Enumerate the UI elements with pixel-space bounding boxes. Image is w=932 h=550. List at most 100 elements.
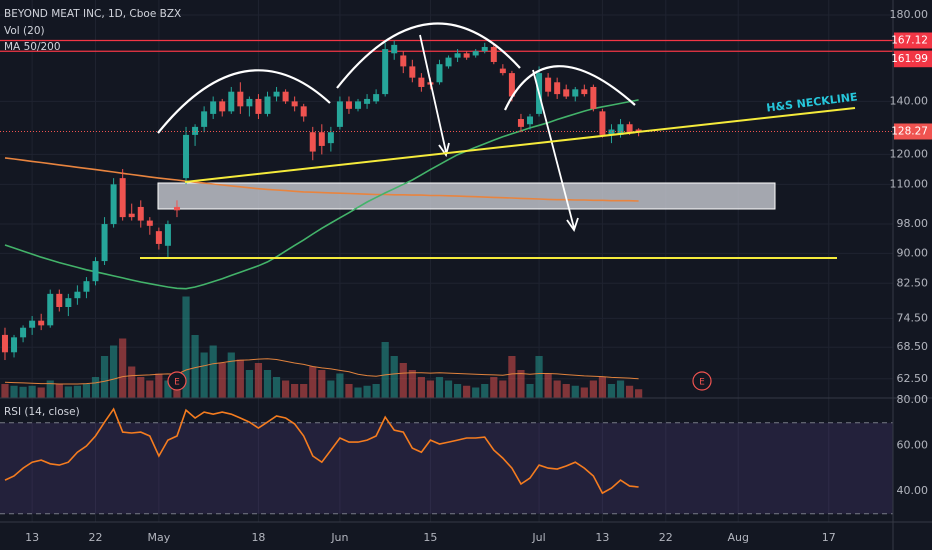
- candle-body: [155, 231, 162, 244]
- volume-bar: [616, 380, 625, 398]
- x-tick-label: 22: [659, 531, 673, 544]
- candle-body: [246, 98, 253, 107]
- shoulder-arc: [157, 69, 331, 134]
- candle-body: [545, 77, 552, 92]
- candle-body: [74, 291, 81, 299]
- event-marker[interactable]: [167, 371, 187, 391]
- candle-body: [418, 77, 425, 87]
- volume-bar: [472, 387, 480, 398]
- candle-body: [219, 101, 226, 112]
- volume-bar: [635, 389, 643, 398]
- volume-bar: [381, 342, 389, 398]
- volume-bar: [263, 370, 272, 398]
- candle-body: [101, 224, 108, 262]
- candle-body: [481, 46, 488, 52]
- candle-body: [617, 124, 624, 135]
- y-tick-label: 90.00: [897, 246, 929, 259]
- shoulder-arc: [504, 65, 636, 111]
- last-price-label-bg: [894, 123, 932, 140]
- volume-bar: [164, 380, 172, 398]
- candle-body: [608, 129, 615, 135]
- y-tick-label: 110.00: [890, 177, 929, 190]
- arrow-head: [438, 142, 450, 158]
- y-tick-label: 180.00: [890, 8, 929, 21]
- price-line-label-bg: [894, 51, 932, 68]
- candle-body: [527, 116, 534, 125]
- volume-bar: [236, 359, 244, 398]
- rsi-band-fill: [0, 422, 893, 514]
- volume-bar: [453, 384, 462, 398]
- volume-label: Vol (20): [4, 25, 45, 37]
- candle-body: [11, 337, 18, 353]
- candle-body: [38, 320, 45, 326]
- volume-bar: [128, 366, 136, 398]
- x-tick-label: 17: [822, 531, 836, 544]
- ma200-line: [4, 157, 639, 202]
- volume-bar: [28, 385, 36, 398]
- volume-bar: [281, 380, 290, 398]
- candle-body: [192, 126, 199, 135]
- candle-body: [590, 86, 597, 109]
- rsi-pane: [4, 407, 639, 495]
- candle-body: [264, 96, 271, 114]
- event-markers: E E: [167, 371, 712, 391]
- candle-body: [65, 298, 72, 308]
- volume-bar: [562, 384, 570, 398]
- volume-bar: [499, 380, 507, 398]
- price-line-label: 167.12: [891, 34, 928, 46]
- volume-bar: [245, 370, 253, 398]
- rsi-line: [4, 407, 639, 495]
- y-tick-label: 120.00: [890, 147, 929, 160]
- volume-bar: [535, 356, 543, 398]
- volume-bar: [598, 377, 607, 398]
- candle-body: [572, 89, 579, 97]
- candle-body: [237, 91, 244, 107]
- candle-body: [183, 134, 190, 179]
- y-tick-label: 140.00: [890, 94, 929, 107]
- volume-bar: [46, 380, 54, 398]
- candle-body: [1, 334, 8, 353]
- event-marker[interactable]: [692, 371, 712, 391]
- candle-body: [400, 55, 407, 67]
- candle-body: [47, 293, 54, 326]
- arrow-head: [566, 217, 579, 232]
- volume-bar: [517, 370, 525, 398]
- candle-body: [635, 129, 642, 132]
- candle-body: [463, 53, 470, 58]
- x-tick-label: 22: [89, 531, 103, 544]
- volume-bar: [100, 356, 109, 398]
- volume-bar: [607, 384, 616, 398]
- volume-bar: [191, 335, 199, 398]
- x-tick-label: Jul: [531, 531, 545, 544]
- candle-body: [83, 281, 90, 292]
- candle-body: [355, 101, 362, 109]
- x-tick-label: Jun: [330, 531, 348, 544]
- volume-bar: [390, 356, 398, 398]
- neckline: [184, 107, 856, 183]
- arrow: [532, 69, 575, 229]
- volume-bar: [435, 377, 444, 398]
- volume-bar: [173, 387, 181, 398]
- x-tick-label: 15: [423, 531, 437, 544]
- volume-bar: [399, 363, 407, 398]
- volume-bar: [372, 384, 380, 398]
- candle-body: [228, 91, 235, 112]
- candle-body: [146, 220, 153, 226]
- volume-bar: [444, 380, 453, 398]
- ma-label: MA 50/200: [4, 41, 61, 53]
- rsi-tick-label: 80.00: [897, 393, 929, 406]
- candle-body: [364, 98, 371, 104]
- x-tick-label: May: [147, 531, 170, 544]
- candle-body: [336, 101, 343, 127]
- volume-bar: [137, 377, 145, 398]
- candle-body: [554, 82, 561, 95]
- candle-body: [382, 49, 389, 95]
- drawings: [140, 22, 856, 259]
- rsi-tick-label: 60.00: [897, 439, 929, 452]
- volume-bar: [73, 385, 81, 398]
- x-tick-label: 13: [595, 531, 609, 544]
- price-line-label-bg: [894, 32, 932, 49]
- candle-body: [309, 132, 316, 152]
- event-label: E: [174, 378, 180, 388]
